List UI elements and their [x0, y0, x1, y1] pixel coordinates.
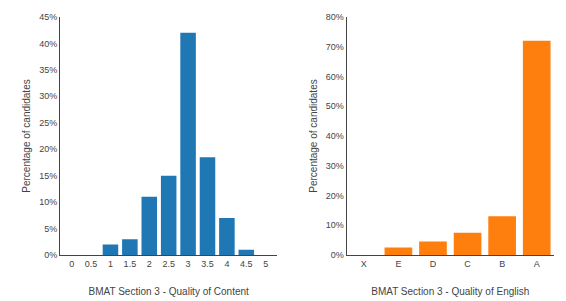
svg-text:20%: 20%: [39, 144, 57, 154]
svg-text:5%: 5%: [44, 224, 57, 234]
svg-text:30%: 30%: [326, 161, 344, 171]
svg-text:70%: 70%: [326, 42, 344, 52]
svg-text:25%: 25%: [39, 118, 57, 128]
svg-text:C: C: [464, 259, 471, 269]
svg-text:10%: 10%: [39, 197, 57, 207]
svg-text:35%: 35%: [39, 65, 57, 75]
svg-text:45%: 45%: [39, 12, 57, 22]
svg-text:3.5: 3.5: [201, 259, 214, 269]
svg-text:0.5: 0.5: [85, 259, 98, 269]
svg-text:1: 1: [108, 259, 113, 269]
svg-text:30%: 30%: [39, 91, 57, 101]
svg-text:60%: 60%: [326, 72, 344, 82]
svg-text:A: A: [534, 259, 540, 269]
svg-text:4.5: 4.5: [240, 259, 253, 269]
svg-text:BMAT Section 3 - Quality of En: BMAT Section 3 - Quality of English: [371, 286, 529, 297]
svg-text:40%: 40%: [326, 131, 344, 141]
svg-text:BMAT Section 3 - Quality of Co: BMAT Section 3 - Quality of Content: [89, 286, 249, 297]
svg-text:1.5: 1.5: [124, 259, 137, 269]
svg-text:0%: 0%: [44, 250, 57, 260]
svg-text:B: B: [499, 259, 505, 269]
svg-text:10%: 10%: [326, 220, 344, 230]
svg-text:20%: 20%: [326, 191, 344, 201]
svg-text:3: 3: [186, 259, 191, 269]
svg-text:2.5: 2.5: [162, 259, 175, 269]
svg-text:0%: 0%: [331, 250, 344, 260]
svg-text:E: E: [395, 259, 401, 269]
svg-text:15%: 15%: [39, 171, 57, 181]
svg-text:Percentage of candidates: Percentage of candidates: [21, 79, 32, 192]
svg-text:4: 4: [224, 259, 229, 269]
svg-text:Percentage of candidates: Percentage of candidates: [308, 79, 319, 192]
svg-text:5: 5: [263, 259, 268, 269]
svg-text:D: D: [430, 259, 437, 269]
svg-text:0: 0: [69, 259, 74, 269]
svg-text:40%: 40%: [39, 39, 57, 49]
svg-text:50%: 50%: [326, 101, 344, 111]
svg-text:2: 2: [147, 259, 152, 269]
svg-text:X: X: [361, 259, 367, 269]
svg-text:80%: 80%: [326, 12, 344, 22]
